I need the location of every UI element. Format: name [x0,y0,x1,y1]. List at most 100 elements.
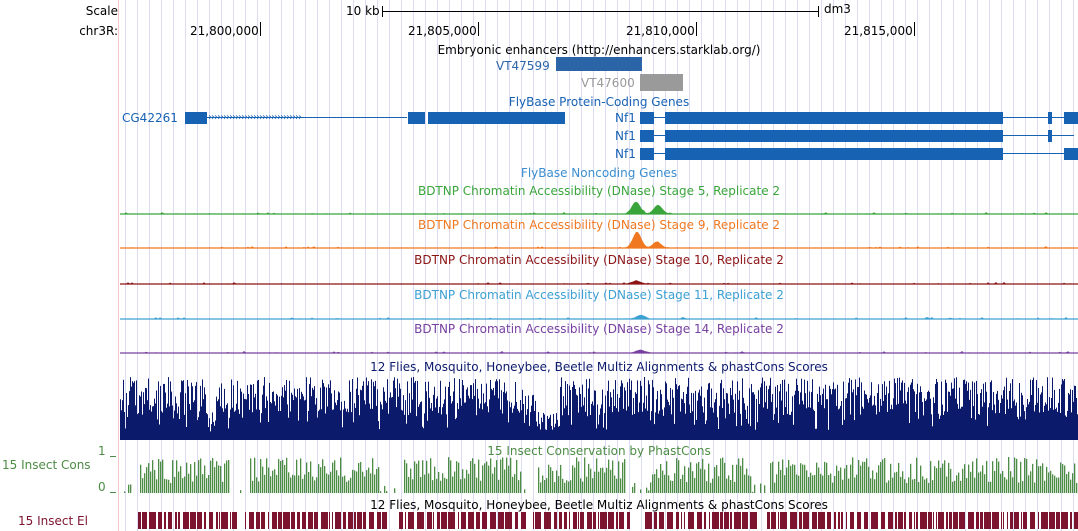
conserved-element [857,512,861,529]
multiz-bar [586,379,587,440]
conserved-element [916,512,918,529]
conserved-element [314,512,318,529]
gene-label[interactable]: Nf1 [615,129,636,143]
multiz-bar [403,395,404,440]
multiz-bar [564,408,565,440]
multiz-bar [179,419,180,440]
multiz-bar [529,425,530,440]
gene-model[interactable] [120,110,1078,126]
assembly-label: dm3 [824,2,851,16]
multiz-bar [234,411,235,440]
multiz-bar [145,387,146,440]
multiz-bar [895,383,896,440]
multiz-bar [239,413,240,440]
multiz-bar [711,388,712,440]
multiz-bar [945,379,946,440]
phastcons-bar [302,478,304,493]
enhancer-item-label[interactable]: VT47599 [496,59,550,73]
multiz-bar [342,427,343,440]
phastcons-side-label[interactable]: 15 Insect Cons [2,458,91,472]
enhancer-item-label[interactable]: VT47600 [581,76,635,90]
conserved-element [308,512,313,529]
multiz-bar [172,405,173,440]
conserved-element [272,512,277,529]
conserved-element [850,512,854,529]
multiz-bar [980,393,981,440]
ruler-tick-label: 21,800,000 [190,24,259,38]
multiz-bar [189,404,190,440]
phastcons-bar [1014,457,1016,493]
phastcons-bar [430,458,432,493]
multiz-bar [892,409,893,440]
gene-model[interactable] [120,128,1078,144]
multiz-bar [818,401,819,440]
multiz-bar [857,387,858,440]
multiz-bar [1038,387,1039,440]
multiz-bar [770,377,771,440]
multiz-bar [879,411,880,440]
multiz-bar [602,389,603,440]
multiz-bar [637,380,638,440]
phastcons-bar [490,458,492,493]
dnase-track-title: BDTNP Chromatin Accessibility (DNase) St… [414,253,784,267]
multiz-bar [640,380,641,440]
phastcons-bar [442,473,444,493]
phastcons-bar [778,461,780,493]
multiz-bar [299,388,300,440]
multiz-bar [889,380,890,440]
gene-model[interactable] [120,146,1078,162]
phastcons-bar [508,465,510,493]
phastcons-bar [274,469,276,493]
phastcons-bar [158,459,160,493]
multiz-bar [250,384,251,440]
phastcons-bar [504,469,506,493]
multiz-bar [720,383,721,440]
multiz-bar [836,405,837,440]
multiz-bar [535,400,536,440]
gene-label[interactable]: CG42261 [122,111,178,125]
multiz-bar [658,413,659,440]
phastcons-bar [512,476,514,493]
elements-side-label[interactable]: 15 Insect El [18,514,88,528]
conserved-element [767,512,770,529]
multiz-bar [670,387,671,440]
phastcons-bar [348,480,350,493]
multiz-bar [506,391,507,440]
multiz-bar [353,422,354,440]
phastcons-bar [434,466,436,493]
gene-model[interactable]: ››››››››››››››››››››››››››››››› [120,110,1078,126]
conserved-element [871,512,878,529]
enhancer-item-bar[interactable] [556,57,642,71]
multiz-bar [546,429,547,440]
phastcons-bar [896,471,898,493]
conserved-element [190,512,196,529]
phastcons-bar [352,469,354,493]
conserved-element [569,512,570,529]
phastcons-bar [356,471,358,493]
multiz-bar [123,379,124,440]
phastcons-bar [166,479,168,493]
phastcons-bar [124,491,126,493]
gene-label[interactable]: Nf1 [615,147,636,161]
conserved-element [476,512,480,529]
multiz-bar [703,412,704,440]
phastcons-bar [262,466,264,493]
multiz-bar [135,405,136,440]
multiz-bar [921,392,922,440]
phastcons-bar [1072,473,1074,493]
multiz-bar [1048,410,1049,440]
multiz-bar [609,406,610,440]
phastcons-bar [326,473,328,493]
multiz-bar [967,390,968,440]
multiz-bar [1021,392,1022,440]
multiz-bar [1036,380,1037,440]
multiz-bar [811,392,812,440]
multiz-bar [194,400,195,440]
gene-label[interactable]: Nf1 [615,111,636,125]
multiz-bar [248,394,249,440]
enhancer-item-bar[interactable] [640,74,683,91]
multiz-bar [469,398,470,440]
multiz-bar [257,380,258,440]
multiz-bar [301,391,302,440]
phastcons-bar [616,478,618,493]
